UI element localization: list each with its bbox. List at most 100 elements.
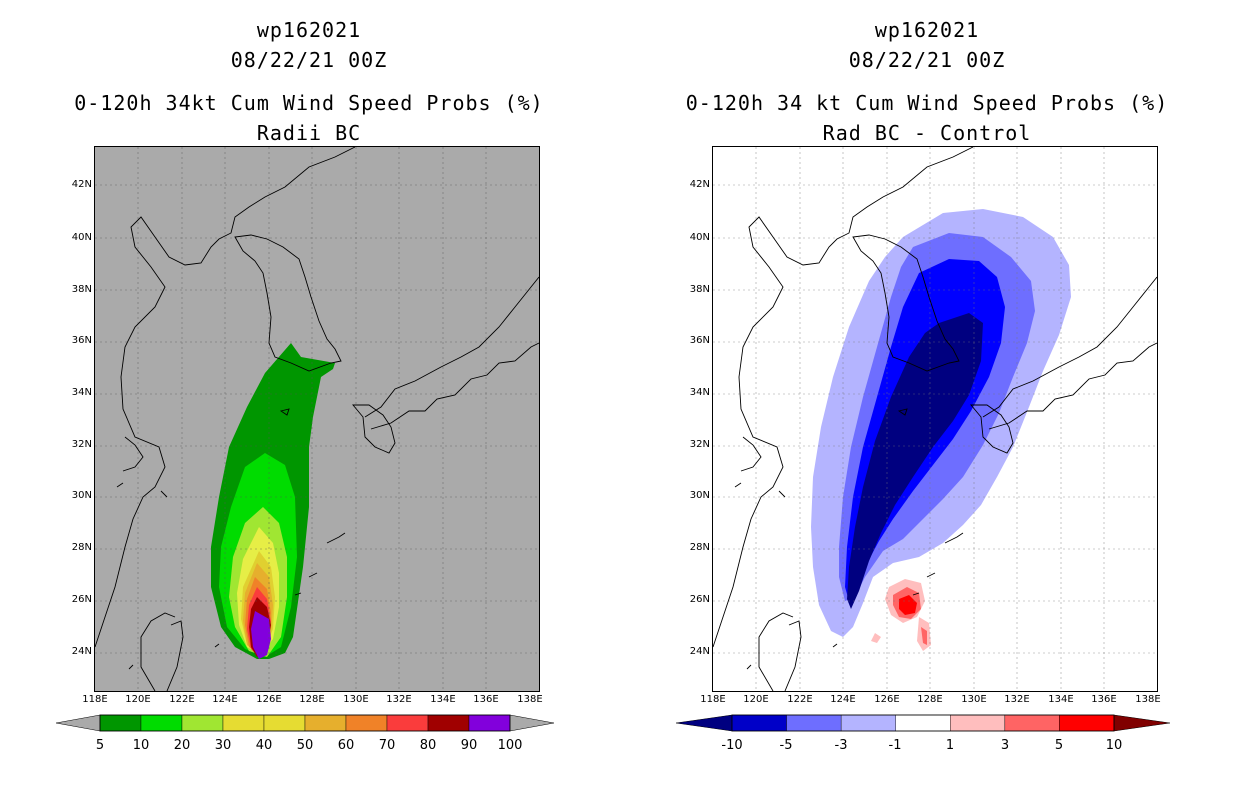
lat-label: 42N [71,179,92,190]
colorbar-label: 50 [296,738,314,753]
colorbar-swatch [140,714,183,732]
left-map [94,146,540,692]
colorbar-label: 1 [945,738,955,753]
colorbar-label: 100 [497,738,523,753]
lat-label: 42N [689,179,710,190]
colorbar-label: 5 [95,738,105,753]
lat-label: 40N [71,232,92,243]
colorbar-swatch [263,714,306,732]
lat-label: 26N [71,594,92,605]
lat-label: 30N [71,490,92,501]
colorbar-swatch [950,714,1006,732]
lat-label: 28N [689,542,710,553]
colorbar-swatch [1004,714,1060,732]
colorbar-swatch [427,714,470,732]
lon-label: 138E [517,694,543,705]
lon-label: 126E [874,694,900,705]
colorbar-swatch [786,714,842,732]
lat-label: 40N [689,232,710,243]
colorbar-over-arrow [509,714,555,732]
colorbar-label: 40 [255,738,273,753]
lon-label: 120E [125,694,151,705]
right-datetime: 08/22/21 00Z [848,48,1006,72]
lat-label: 24N [689,646,710,657]
lon-label: 122E [169,694,195,705]
colorbar-swatch [386,714,429,732]
colorbar-swatch [222,714,265,732]
colorbar-swatch [304,714,347,732]
lon-label: 120E [743,694,769,705]
right-map [712,146,1158,692]
lon-label: 134E [430,694,456,705]
left-datetime: 08/22/21 00Z [230,48,388,72]
lat-label: 34N [71,387,92,398]
colorbar-label: 30 [214,738,232,753]
colorbar-under-arrow [56,714,101,732]
lon-label: 118E [700,694,726,705]
left-subtitle: Radii BC [256,121,362,145]
lat-label: 28N [71,542,92,553]
diff-minus10-region [847,313,983,609]
colorbar-label: 70 [378,738,396,753]
lon-label: 130E [961,694,987,705]
lon-label: 138E [1135,694,1161,705]
colorbar-swatch [731,714,787,732]
colorbar-swatch [895,714,951,732]
colorbar-label: 60 [337,738,355,753]
colorbar-swatch [468,714,511,732]
colorbar-label: -3 [834,738,848,753]
diff-plus1-region-c [871,633,881,643]
left-colorbar [56,714,556,740]
right-coastlines [713,147,1157,691]
colorbar-label: 90 [460,738,478,753]
lon-label: 128E [917,694,943,705]
right-map-svg [713,147,1157,691]
lat-label: 36N [71,335,92,346]
colorbar-label: -5 [779,738,793,753]
lon-label: 118E [82,694,108,705]
lat-label: 26N [689,594,710,605]
right-panel: wp162021 08/22/21 00Z 0-120h 34 kt Cum W… [618,0,1236,800]
colorbar-swatch [1059,714,1115,732]
lon-label: 124E [830,694,856,705]
left-coastlines [95,147,539,691]
colorbar-label: 80 [419,738,437,753]
left-storm-id: wp162021 [256,18,362,42]
right-grid [713,147,1157,691]
lat-label: 36N [689,335,710,346]
lat-label: 30N [689,490,710,501]
lon-label: 122E [787,694,813,705]
colorbar-swatch [345,714,388,732]
lat-label: 24N [71,646,92,657]
left-title: 0-120h 34kt Cum Wind Speed Probs (%) [74,91,544,115]
lat-label: 38N [689,284,710,295]
colorbar-label: 20 [173,738,191,753]
colorbar-swatch [99,714,142,732]
colorbar-swatch [840,714,896,732]
lat-label: 32N [71,439,92,450]
right-storm-id: wp162021 [874,18,980,42]
lat-label: 32N [689,439,710,450]
lon-label: 136E [473,694,499,705]
colorbar-label: -1 [888,738,902,753]
prob-90-region [251,611,271,659]
left-panel: wp162021 08/22/21 00Z 0-120h 34kt Cum Wi… [56,18,556,753]
lat-label: 38N [71,284,92,295]
lon-label: 128E [299,694,325,705]
colorbar-label: 10 [132,738,150,753]
colorbar-label: 3 [1000,738,1010,753]
colorbar-label: 10 [1105,738,1123,753]
lon-label: 136E [1091,694,1117,705]
colorbar-label: 5 [1054,738,1064,753]
lon-label: 132E [386,694,412,705]
lat-label: 34N [689,387,710,398]
colorbar-over-arrow [1113,714,1171,732]
lon-label: 132E [1004,694,1030,705]
left-map-svg [95,147,539,691]
lon-label: 126E [256,694,282,705]
colorbar-under-arrow [675,714,733,732]
colorbar-swatch [181,714,224,732]
lon-label: 124E [212,694,238,705]
left-grid [95,147,539,691]
lon-label: 130E [343,694,369,705]
